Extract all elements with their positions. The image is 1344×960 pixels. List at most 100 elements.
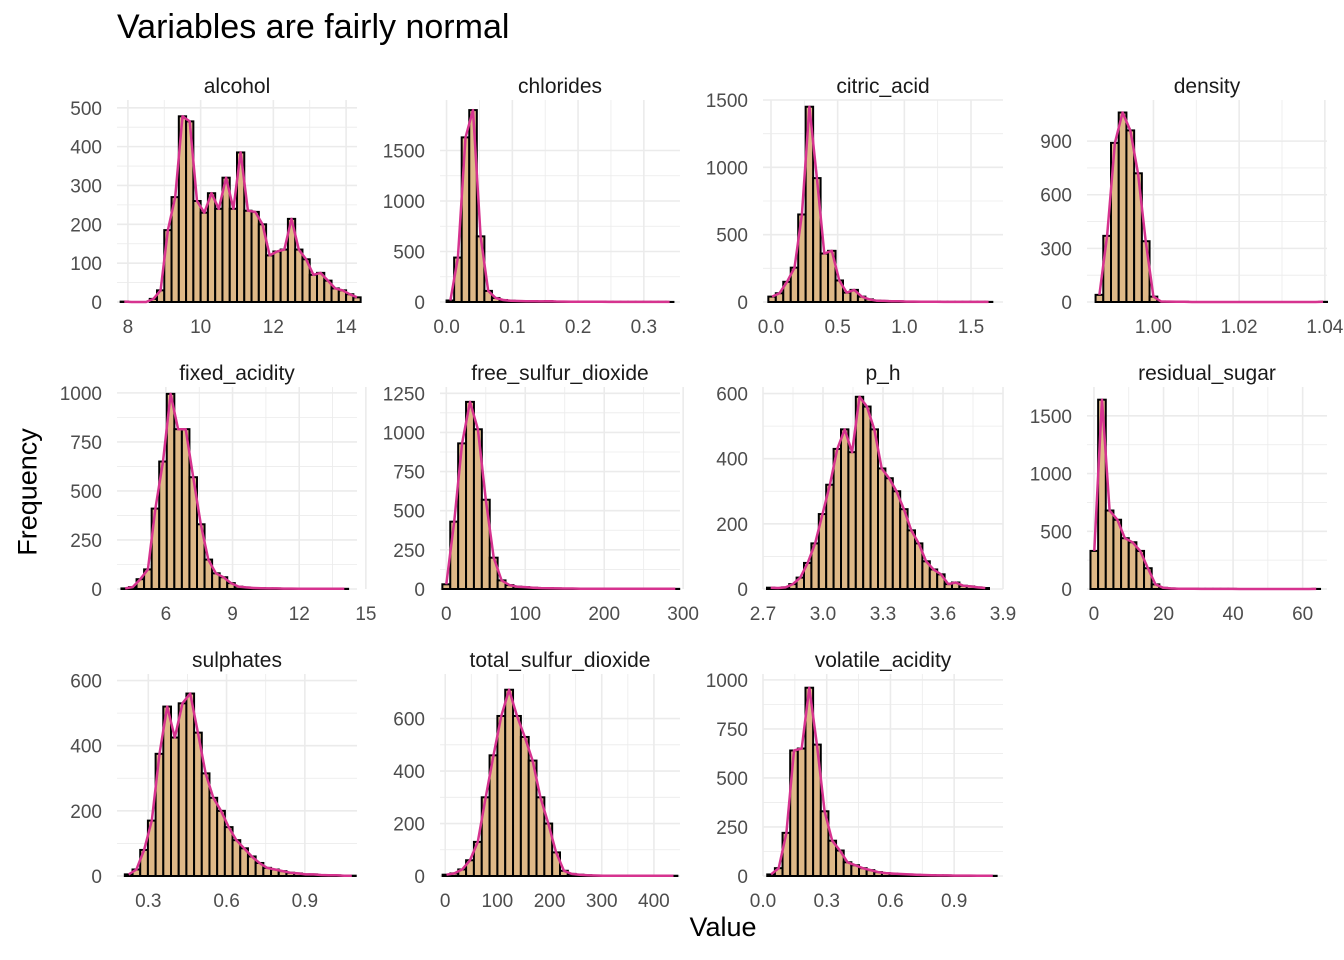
histogram-bar — [906, 529, 916, 591]
y-tick-label: 1000 — [706, 158, 748, 179]
y-tick-label: 200 — [70, 802, 102, 823]
frequency-polygon-line — [770, 686, 993, 878]
histogram-bar — [352, 296, 362, 304]
x-tick-label: 3.0 — [810, 604, 836, 625]
facet-title: total_sulfur_dioxide — [470, 649, 651, 672]
histogram-bar — [1127, 541, 1138, 590]
histogram-bar — [449, 520, 460, 591]
y-tick-label: 1000 — [1030, 465, 1072, 486]
histogram-bar — [819, 252, 830, 304]
y-tick-label: 400 — [70, 737, 102, 758]
y-tick-label: 500 — [716, 226, 748, 247]
histogram-bar — [279, 248, 289, 303]
x-tick-label: 0 — [440, 891, 451, 912]
x-tick-label: 400 — [638, 891, 670, 912]
x-tick-label: 1.00 — [1135, 317, 1172, 338]
x-tick-label: 0 — [441, 604, 452, 625]
y-tick-label: 600 — [70, 672, 102, 693]
histogram-bar — [877, 467, 887, 590]
y-tick-label: 500 — [393, 502, 425, 523]
x-tick-label: 1.04 — [1306, 317, 1343, 338]
histogram-bar — [272, 250, 282, 303]
y-tick-label: 1000 — [383, 192, 425, 213]
histogram-bar — [200, 772, 211, 878]
y-tick-label: 0 — [737, 867, 748, 888]
chart-title: Variables are fairly normal — [117, 8, 510, 46]
histogram-bar — [441, 583, 452, 590]
x-tick-label: 0.0 — [758, 317, 784, 338]
facet-title: chlorides — [518, 75, 602, 98]
y-tick-label: 0 — [91, 580, 102, 601]
y-tick-label: 0 — [414, 580, 425, 601]
histogram-bar — [781, 831, 792, 877]
y-tick-label: 900 — [1040, 132, 1072, 153]
x-tick-label: 200 — [534, 891, 566, 912]
histogram-bar — [840, 428, 850, 590]
x-tick-label: 12 — [289, 604, 310, 625]
x-tick-label: 0.1 — [499, 317, 525, 338]
histogram-bar — [766, 873, 776, 878]
y-tick-label: 400 — [716, 450, 748, 471]
y-tick-label: 1500 — [706, 91, 748, 112]
y-tick-label: 0 — [1061, 580, 1072, 601]
y-tick-label: 1000 — [383, 423, 425, 444]
y-tick-label: 0 — [414, 867, 425, 888]
x-tick-label: 200 — [588, 604, 620, 625]
x-axis-label: Value — [689, 912, 757, 942]
frequency-polygon-line — [1098, 111, 1324, 304]
histogram-bar — [170, 736, 180, 878]
x-tick-label: 100 — [509, 604, 541, 625]
y-tick-label: 600 — [716, 385, 748, 406]
x-tick-label: 14 — [336, 317, 358, 338]
facet-title: fixed_acidity — [179, 362, 295, 385]
histogram-bar — [1089, 549, 1100, 590]
x-tick-label: 0.9 — [292, 891, 318, 912]
histogram-bar — [847, 451, 857, 590]
histogram-bar — [832, 447, 842, 590]
x-tick-label: 2.7 — [750, 604, 776, 625]
facet-title: free_sulfur_dioxide — [471, 362, 648, 385]
y-tick-label: 500 — [70, 482, 102, 503]
histogram-bar — [265, 254, 275, 303]
facet-residual-sugar: 0 20 40 60 0 500 1000 1500 residual_sugar — [1030, 362, 1327, 625]
y-tick-label: 1250 — [383, 384, 425, 405]
y-tick-label: 500 — [1040, 522, 1072, 543]
y-tick-label: 1500 — [1030, 407, 1072, 428]
x-tick-label: 60 — [1292, 604, 1313, 625]
facet-title: sulphates — [192, 649, 282, 672]
y-tick-label: 1000 — [60, 384, 102, 405]
x-tick-label: 12 — [263, 317, 284, 338]
histogram-bar — [185, 692, 196, 878]
y-tick-label: 0 — [737, 580, 748, 601]
y-tick-label: 400 — [393, 762, 425, 783]
histogram-bar — [208, 796, 219, 878]
frequency-polygon-line — [128, 692, 352, 877]
x-tick-label: 8 — [123, 317, 134, 338]
histogram-bar — [884, 477, 894, 590]
histogram-bar — [177, 702, 188, 877]
y-tick-label: 500 — [393, 243, 425, 264]
x-tick-label: 15 — [355, 604, 376, 625]
histogram-bar — [216, 809, 226, 877]
y-tick-label: 750 — [716, 720, 748, 741]
y-tick-label: 500 — [716, 769, 748, 790]
facet-title: citric_acid — [836, 75, 929, 98]
histogram-bar — [767, 295, 777, 304]
x-tick-label: 6 — [161, 604, 172, 625]
histogram-bar — [199, 211, 209, 303]
y-tick-label: 600 — [1040, 186, 1072, 207]
y-tick-label: 250 — [716, 818, 748, 839]
histogram-bar — [231, 839, 242, 878]
x-tick-label: 0.5 — [824, 317, 850, 338]
y-tick-label: 300 — [70, 176, 102, 197]
histogram-bar — [445, 299, 456, 303]
facet-fixed-acidity: 6 9 12 15 0 250 500 750 1000 fixed_acidity — [60, 362, 377, 625]
histogram-bar — [796, 747, 807, 878]
frequency-polygon-line — [124, 115, 358, 304]
histogram-bar — [228, 207, 239, 303]
y-tick-label: 1000 — [706, 671, 748, 692]
histogram-bar — [173, 428, 183, 590]
x-tick-label: 0.6 — [213, 891, 239, 912]
y-tick-label: 200 — [716, 515, 748, 536]
frequency-polygon-line — [1093, 398, 1317, 591]
